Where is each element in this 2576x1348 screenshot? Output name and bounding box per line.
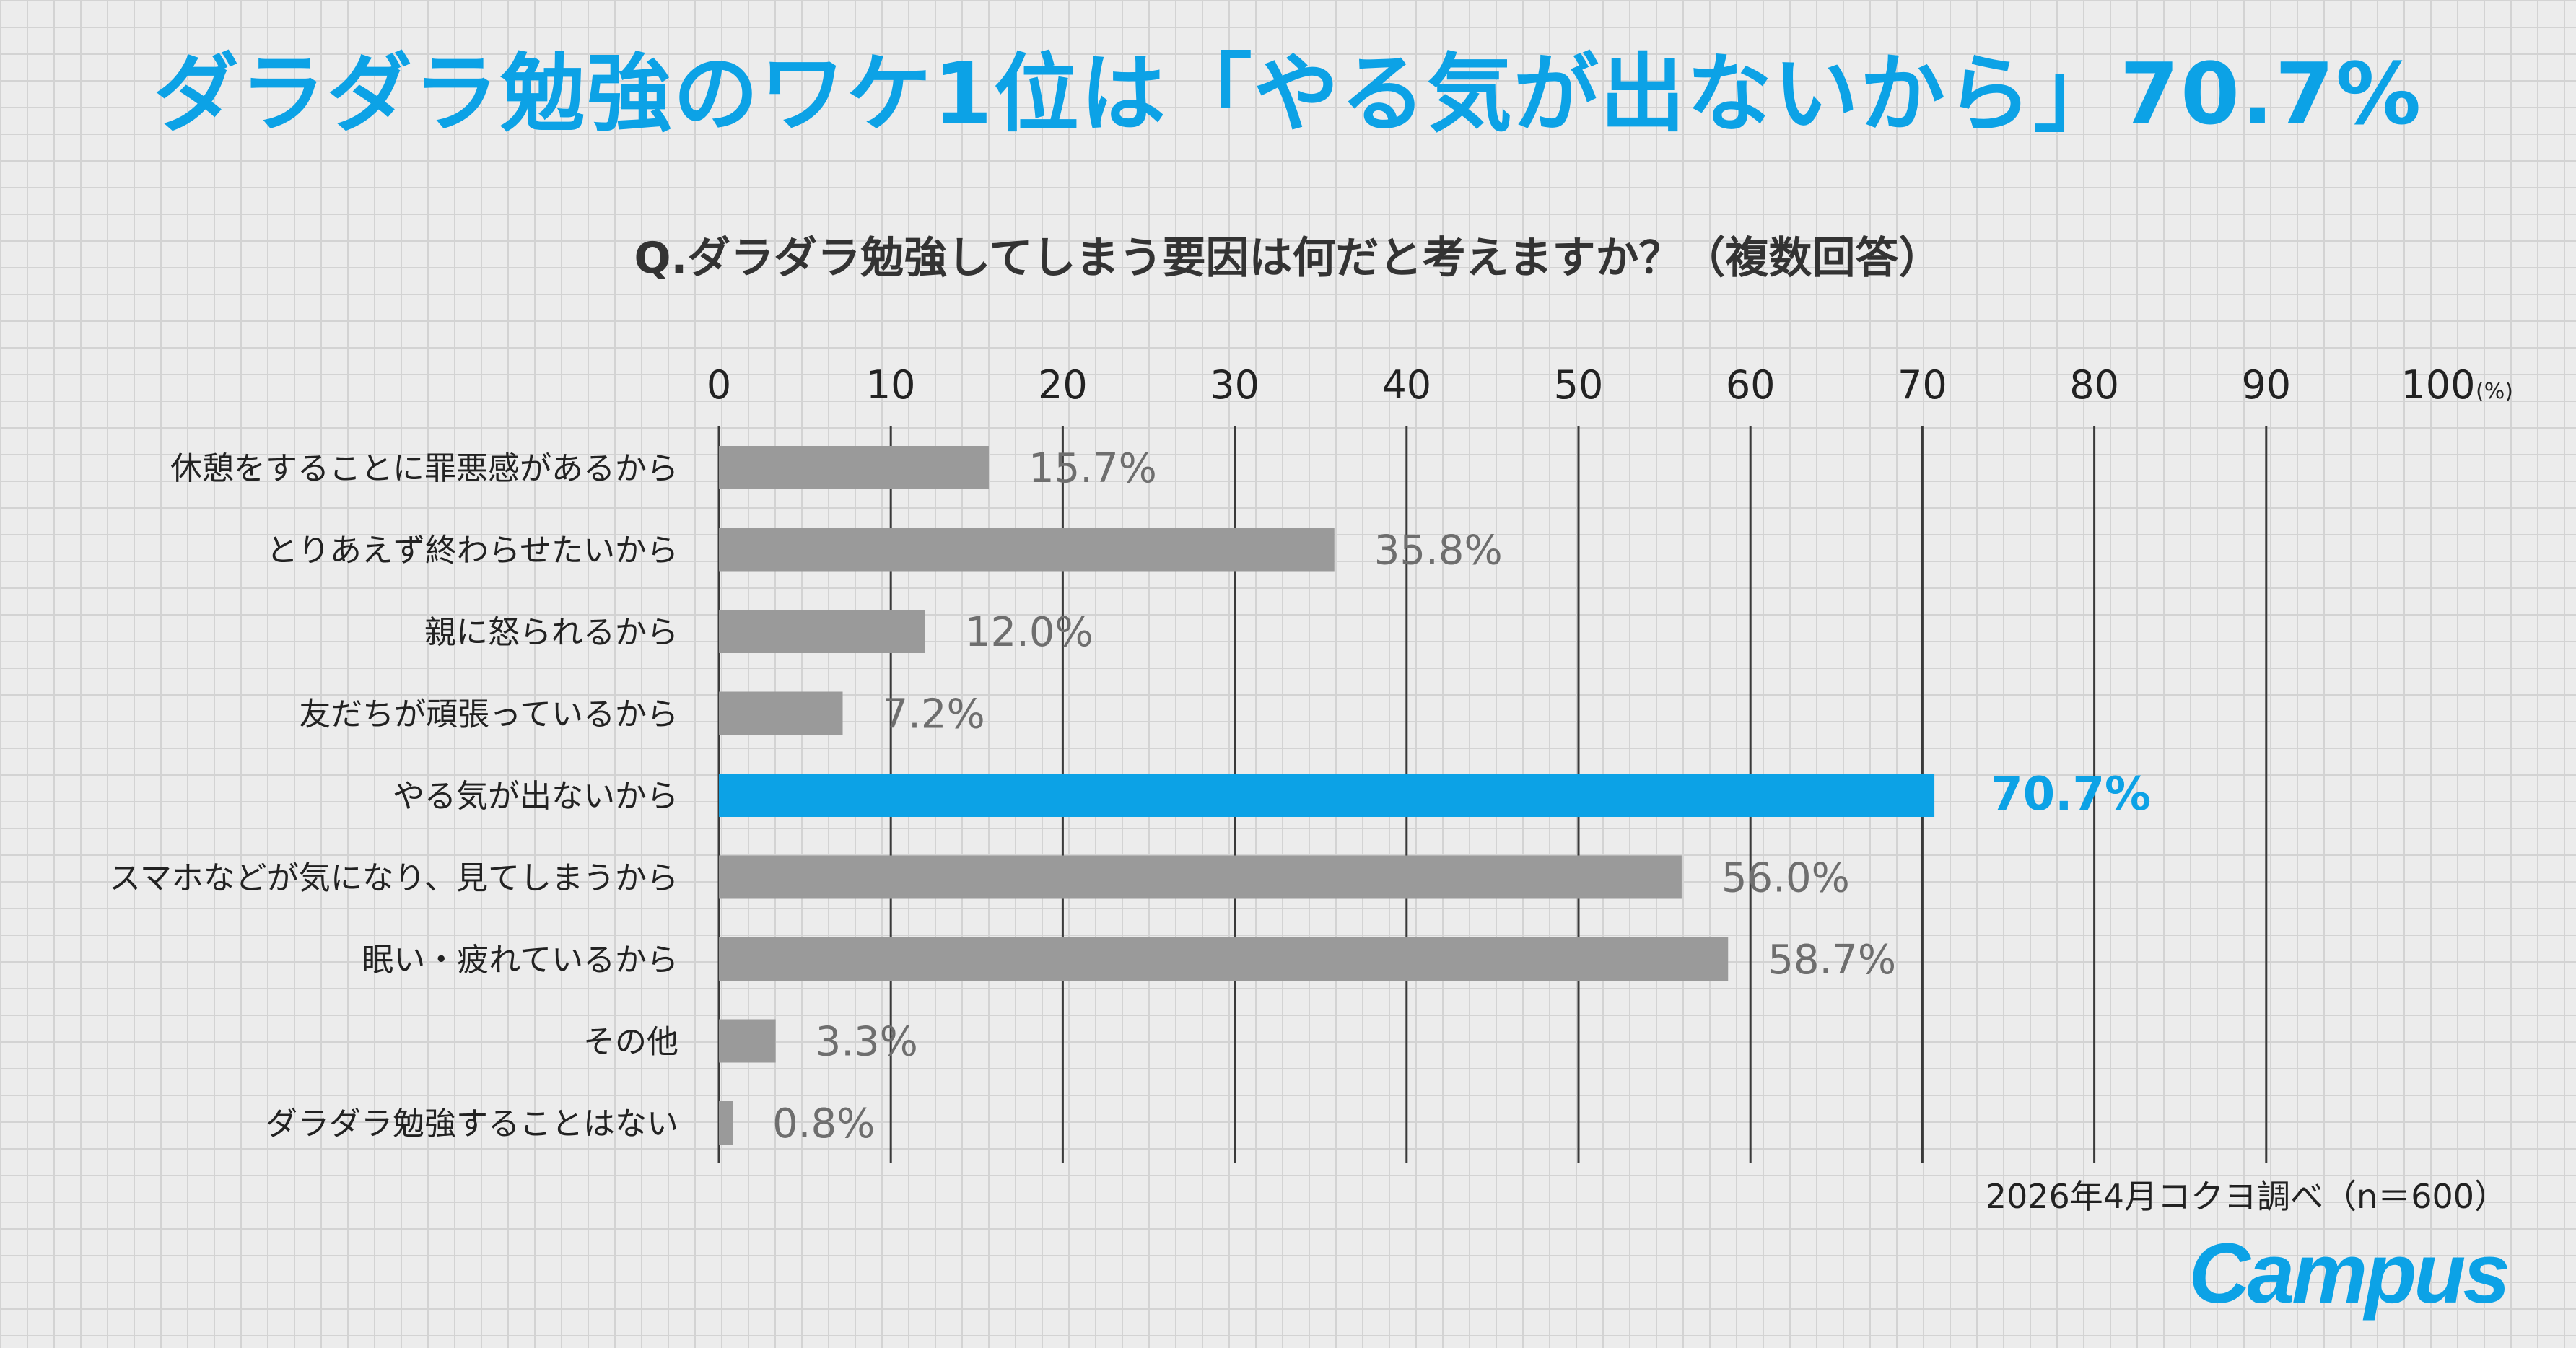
category-label: ダラダラ勉強することはない bbox=[266, 1106, 678, 1142]
value-label: 58.7% bbox=[1768, 937, 1896, 984]
value-label: 3.3% bbox=[816, 1019, 918, 1066]
x-tick-label: 20 bbox=[1038, 362, 1088, 408]
bar bbox=[719, 528, 1335, 572]
category-label: スマホなどが気になり、見てしまうから bbox=[109, 860, 678, 897]
category-label: 休憩をすることに罪悪感があるから bbox=[170, 450, 678, 487]
survey-source-note: 2026年4月コクヨ調べ（n＝600） bbox=[1985, 1177, 2507, 1216]
value-label: 56.0% bbox=[1721, 855, 1850, 902]
page-title: ダラダラ勉強のワケ1位は「やる気が出ないから」70.7% bbox=[153, 44, 2423, 144]
x-axis-ticks: 0 10 20 30 40 50 60 70 80 90 100 (%) bbox=[707, 362, 2513, 408]
bar bbox=[719, 937, 1729, 981]
category-label: 眠い・疲れているから bbox=[362, 942, 678, 979]
x-tick-label: 30 bbox=[1210, 362, 1259, 408]
value-label: 7.2% bbox=[883, 691, 985, 738]
value-label: 35.8% bbox=[1374, 528, 1503, 574]
category-label: その他 bbox=[583, 1024, 678, 1061]
campus-logo: Campus bbox=[2188, 1226, 2510, 1321]
x-tick-label: 40 bbox=[1381, 362, 1431, 408]
x-tick-label: 60 bbox=[1726, 362, 1776, 408]
question-text: Q.ダラダラ勉強してしまう要因は何だと考えますか？（複数回答） bbox=[634, 233, 1942, 284]
bar bbox=[719, 446, 989, 489]
x-tick-label: 0 bbox=[707, 362, 731, 408]
bar bbox=[719, 610, 925, 653]
bar bbox=[719, 1019, 776, 1063]
bar bbox=[719, 1101, 733, 1145]
category-label: とりあえず終わらせたいから bbox=[266, 533, 678, 569]
x-tick-label: 70 bbox=[1898, 362, 1947, 408]
category-labels: 休憩をすることに罪悪感があるからとりあえず終わらせたいから親に怒られるから友だち… bbox=[109, 450, 678, 1142]
bars bbox=[719, 446, 1935, 1145]
bar bbox=[719, 691, 843, 735]
x-tick-label: 10 bbox=[866, 362, 916, 408]
value-label: 12.0% bbox=[965, 609, 1093, 656]
value-labels: 15.7% 35.8% 12.0% 7.2% 70.7% 56.0% 58.7% 3.3% 0.… bbox=[772, 445, 2151, 1147]
value-label: 0.8% bbox=[772, 1100, 875, 1147]
bar-highlight bbox=[719, 774, 1935, 817]
category-label: 親に怒られるから bbox=[424, 614, 678, 651]
value-label: 70.7% bbox=[1991, 768, 2151, 821]
x-tick-label: 50 bbox=[1554, 362, 1604, 408]
x-tick-label: 80 bbox=[2069, 362, 2119, 408]
value-label: 15.7% bbox=[1029, 445, 1157, 492]
x-tick-label: 100 bbox=[2401, 362, 2475, 408]
category-label: 友だちが頑張っているから bbox=[299, 696, 678, 733]
x-axis-unit: (%) bbox=[2476, 379, 2513, 404]
bar bbox=[719, 855, 1682, 899]
category-label: やる気が出ないから bbox=[393, 778, 678, 815]
x-tick-label: 90 bbox=[2241, 362, 2291, 408]
